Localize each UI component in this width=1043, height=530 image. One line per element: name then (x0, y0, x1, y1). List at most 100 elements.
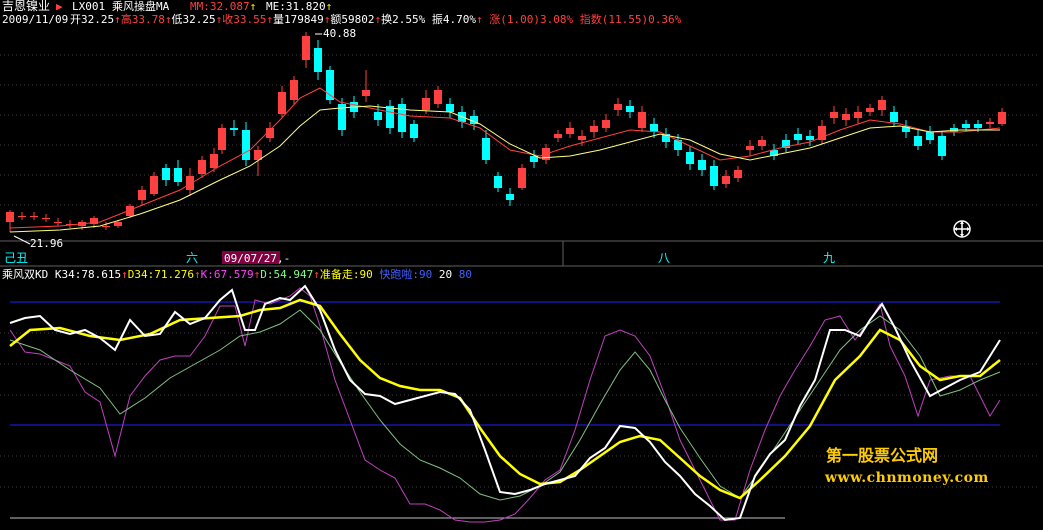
amount-value: 59802 (341, 13, 375, 26)
move-cursor-icon[interactable] (952, 219, 972, 239)
candle-body (710, 166, 718, 186)
up-arrow-icon: ↑ (114, 13, 121, 26)
candle-body (938, 136, 946, 156)
candle-body (278, 92, 286, 114)
candle-body (698, 160, 706, 170)
candle-body (290, 80, 298, 100)
candle-body (138, 190, 146, 200)
candle-body (302, 36, 310, 60)
candle-body (446, 104, 454, 112)
k34-value: 78.615 (81, 268, 122, 281)
watermark-url: www.chnmoney.com (825, 470, 989, 486)
up-arrow-icon: ↑ (194, 268, 201, 281)
turnover-value: 2.55% (392, 13, 426, 26)
candle-body (422, 98, 430, 110)
candle-body (126, 206, 134, 216)
kd-grid (0, 332, 1040, 488)
candle-body (818, 126, 826, 140)
me-readout: ME:31.820↑ (266, 0, 332, 13)
mm-value: 32.087 (209, 0, 250, 13)
up-arrow-icon: ↑ (253, 268, 261, 281)
candle-body (842, 114, 850, 120)
month-label: 己丑 (4, 251, 28, 265)
index-label: 指数 (579, 13, 602, 26)
candle-body (650, 124, 658, 132)
change-label: 涨 (489, 13, 501, 26)
d-label: D: (260, 268, 274, 281)
indicator-name: 乘风操盘MA (112, 0, 170, 13)
ready-value: 90 (359, 268, 373, 281)
candle-body (686, 152, 694, 164)
candle-body (974, 124, 982, 128)
candle-body (866, 108, 874, 112)
candle-body (794, 134, 802, 140)
candle-body (506, 194, 514, 200)
change-value: (1.00)3.08% (500, 13, 574, 26)
up-arrow-icon: ↑ (266, 13, 273, 26)
up-arrow-icon: ↑ (476, 13, 483, 26)
triangle-flag-icon: ▶ (56, 0, 63, 13)
fast-label: 快跑啦: (379, 268, 419, 281)
candle-body (926, 132, 934, 140)
candle-body (626, 106, 634, 112)
candle-body (614, 104, 622, 110)
candlestick-series (6, 32, 1006, 232)
candle-body (102, 226, 110, 227)
candle-body (470, 116, 478, 124)
d34-line (9, 298, 1001, 500)
close-label: 收 (222, 13, 234, 26)
candle-body (494, 176, 502, 188)
candle-body (410, 124, 418, 138)
candle-body (186, 176, 194, 190)
month-label: 六 (186, 251, 198, 265)
index-change-value: (11.55)0.36% (601, 13, 682, 26)
k-line (9, 287, 1001, 523)
ma-fast-line (9, 87, 1001, 229)
candle-body (578, 136, 586, 140)
candle-body (878, 100, 886, 110)
d-value: 54.947 (273, 268, 314, 281)
me-label: ME: (266, 0, 286, 13)
candle-body (218, 128, 226, 150)
stock-name: 吉恩镍业 (2, 0, 51, 13)
candle-body (998, 112, 1006, 124)
candle-body (30, 216, 38, 217)
watermark-title: 第一股票公式网 (826, 446, 939, 465)
fast-value: 90 (419, 268, 433, 281)
candle-body (242, 130, 250, 160)
candle-body (174, 168, 182, 182)
low-marker-line (13, 235, 31, 245)
candle-body (854, 112, 862, 118)
d34-label: D34: (127, 268, 155, 281)
candle-body (662, 134, 670, 142)
amplitude-value: 4.70% (442, 13, 476, 26)
candle-body (770, 150, 778, 156)
up-arrow-icon: ↑ (325, 0, 333, 13)
amount-label: 额 (330, 13, 342, 26)
candle-body (638, 112, 646, 128)
formula-code: LX001 (72, 0, 106, 13)
candle-body (150, 176, 158, 194)
candle-body (6, 212, 14, 222)
candle-body (42, 218, 50, 219)
candle-body (806, 136, 814, 140)
up-arrow-icon: ↑ (164, 13, 172, 26)
cursor-date: 09/07/27,- (224, 252, 290, 265)
candle-body (734, 170, 742, 178)
k-label: K: (200, 268, 214, 281)
turnover-label: 换 (381, 13, 393, 26)
low-price-label: 21.96 (30, 237, 63, 250)
candle-body (434, 90, 442, 104)
quote-fields: 开32.25↑高33.78↑低32.25↑收33.55↑量179849↑额598… (70, 13, 681, 26)
ma-slow-line (9, 105, 1000, 233)
candle-body (374, 112, 382, 120)
high-price-label: 40.88 (323, 27, 356, 40)
candle-body (758, 140, 766, 146)
open-label: 开 (70, 13, 81, 26)
up-arrow-icon: ↑ (215, 13, 223, 26)
candle-body (230, 128, 238, 130)
mm-label: MM: (190, 0, 210, 13)
up-arrow-icon: ↑ (323, 13, 331, 26)
cursor-date-box (222, 251, 280, 264)
